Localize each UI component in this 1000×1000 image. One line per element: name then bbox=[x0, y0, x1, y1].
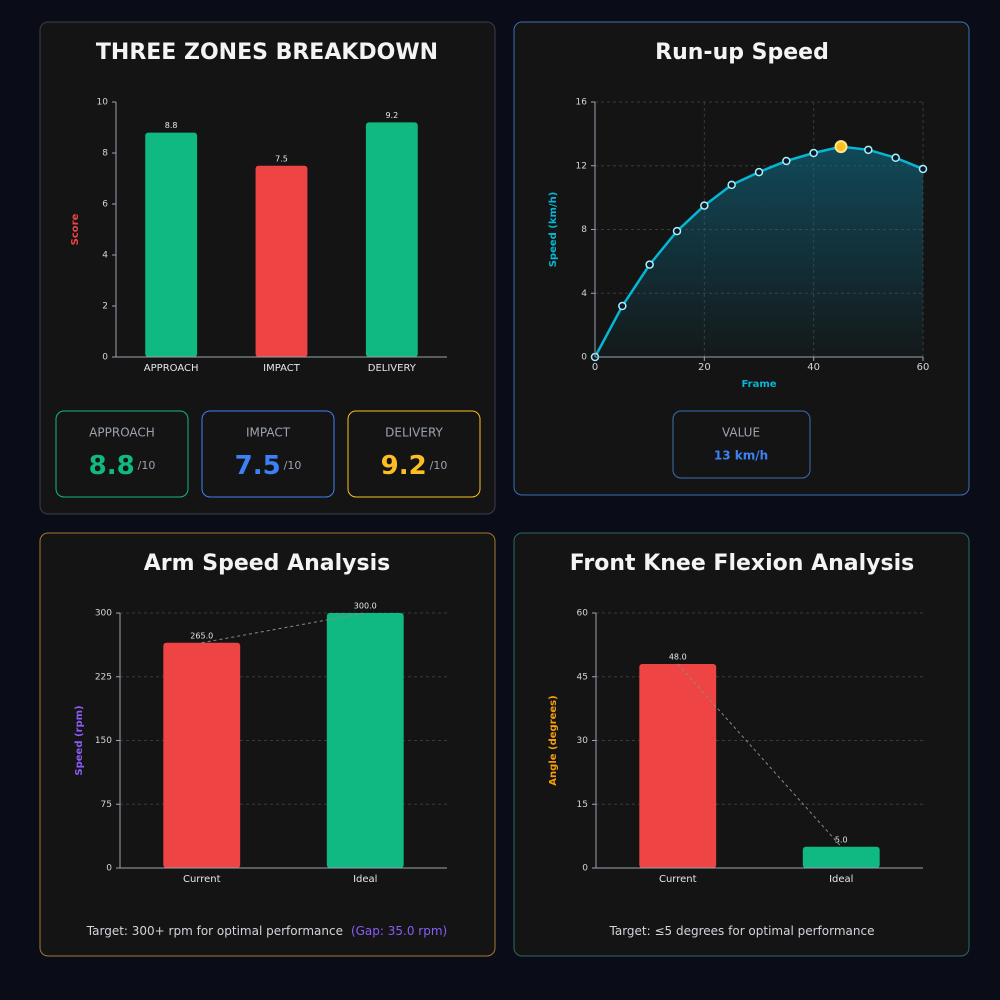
footnote-line: Target: 300+ rpm for optimal performance… bbox=[86, 924, 447, 938]
y-tick-label: 225 bbox=[95, 672, 112, 682]
point bbox=[645, 260, 654, 269]
y-axis-label: Score bbox=[70, 213, 81, 245]
bar bbox=[802, 846, 880, 868]
bar bbox=[326, 613, 404, 868]
x-tick-label: Current bbox=[183, 874, 221, 885]
x-axis-label: Frame bbox=[741, 379, 776, 390]
y-tick-label: 8 bbox=[102, 149, 108, 159]
y-tick-label: 0 bbox=[581, 353, 587, 363]
y-tick-label: 150 bbox=[95, 736, 112, 746]
card-value-line: 9.2/10 bbox=[381, 451, 448, 481]
x-tick-label: Current bbox=[659, 874, 697, 885]
y-tick-label: 16 bbox=[576, 98, 588, 108]
summary-card bbox=[55, 410, 189, 498]
y-tick-label: 12 bbox=[576, 161, 587, 171]
y-axis-label: Speed (rpm) bbox=[74, 705, 85, 775]
card-label: VALUE bbox=[722, 426, 760, 440]
x-tick-label: 40 bbox=[807, 362, 820, 373]
card-label: IMPACT bbox=[246, 426, 291, 440]
point bbox=[918, 164, 928, 174]
x-tick-label: 20 bbox=[698, 362, 711, 373]
summary-card bbox=[347, 410, 481, 498]
value-label: 9.2 bbox=[385, 111, 398, 120]
card-value: 7.5 bbox=[235, 451, 281, 481]
point bbox=[754, 167, 764, 177]
point bbox=[782, 156, 791, 166]
x-tick-label: APPROACH bbox=[144, 363, 199, 374]
point bbox=[809, 148, 818, 158]
y-tick-label: 15 bbox=[577, 800, 588, 810]
summary-card bbox=[201, 410, 335, 498]
y-tick-label: 30 bbox=[577, 736, 589, 746]
card-value: 8.8 bbox=[89, 451, 135, 481]
card-value: 13 km/h bbox=[714, 449, 768, 463]
point bbox=[727, 180, 736, 190]
y-axis-label: Angle (degrees) bbox=[548, 695, 559, 785]
y-tick-label: 45 bbox=[577, 672, 588, 682]
card-suffix: /10 bbox=[138, 459, 156, 472]
gap-note: (Gap: 35.0 rpm) bbox=[351, 924, 447, 938]
x-tick-label: Ideal bbox=[353, 874, 377, 885]
footnote: Target: ≤5 degrees for optimal performan… bbox=[609, 924, 875, 938]
bar bbox=[163, 642, 241, 868]
value-label: 265.0 bbox=[190, 631, 213, 640]
point bbox=[864, 145, 873, 155]
value-label: 5.0 bbox=[835, 835, 848, 844]
area bbox=[595, 146, 923, 357]
bar bbox=[365, 122, 418, 358]
footnote-line: Target: ≤5 degrees for optimal performan… bbox=[609, 924, 875, 938]
value-label: 8.8 bbox=[165, 121, 178, 130]
card-value-line: 8.8/10 bbox=[89, 451, 156, 481]
point bbox=[700, 201, 709, 210]
y-tick-label: 0 bbox=[582, 864, 588, 874]
chart-title: Arm Speed Analysis bbox=[144, 551, 390, 576]
card-value: 9.2 bbox=[381, 451, 427, 481]
bar bbox=[255, 165, 308, 357]
card-suffix: /10 bbox=[430, 459, 448, 472]
chart-title: Front Knee Flexion Analysis bbox=[570, 551, 914, 576]
y-tick-label: 8 bbox=[581, 225, 587, 235]
x-tick-label: 0 bbox=[592, 362, 598, 373]
x-tick-label: DELIVERY bbox=[368, 363, 417, 374]
value-card bbox=[672, 410, 811, 479]
card-value-line: 7.5/10 bbox=[235, 451, 302, 481]
chart-title: THREE ZONES BREAKDOWN bbox=[96, 40, 438, 65]
y-tick-label: 0 bbox=[102, 353, 108, 363]
y-tick-label: 4 bbox=[581, 289, 587, 299]
y-tick-label: 75 bbox=[101, 800, 112, 810]
point bbox=[618, 301, 627, 311]
point bbox=[891, 153, 900, 163]
y-tick-label: 60 bbox=[577, 609, 589, 619]
x-tick-label: IMPACT bbox=[263, 363, 301, 374]
y-axis-label: Speed (km/h) bbox=[548, 192, 559, 268]
point bbox=[672, 226, 682, 236]
y-tick-label: 4 bbox=[102, 251, 108, 261]
bar bbox=[145, 132, 198, 357]
card-suffix: /10 bbox=[284, 459, 302, 472]
connector-line bbox=[677, 663, 842, 848]
y-tick-label: 2 bbox=[102, 302, 108, 312]
value-label: 300.0 bbox=[354, 602, 377, 611]
card-label: DELIVERY bbox=[385, 426, 443, 440]
y-tick-label: 6 bbox=[102, 200, 108, 210]
value-label: 7.5 bbox=[275, 154, 288, 163]
y-tick-label: 0 bbox=[106, 864, 112, 874]
x-tick-label: Ideal bbox=[829, 874, 853, 885]
bar bbox=[639, 664, 717, 868]
x-tick-label: 60 bbox=[917, 362, 930, 373]
footnote: Target: 300+ rpm for optimal performance bbox=[86, 924, 343, 938]
y-tick-label: 300 bbox=[95, 609, 112, 619]
connector-line bbox=[201, 612, 366, 644]
chart-title: Run-up Speed bbox=[655, 40, 829, 65]
card-label: APPROACH bbox=[89, 426, 155, 440]
value-label: 48.0 bbox=[669, 653, 687, 662]
peak-point bbox=[834, 140, 848, 154]
y-tick-label: 10 bbox=[97, 98, 109, 108]
